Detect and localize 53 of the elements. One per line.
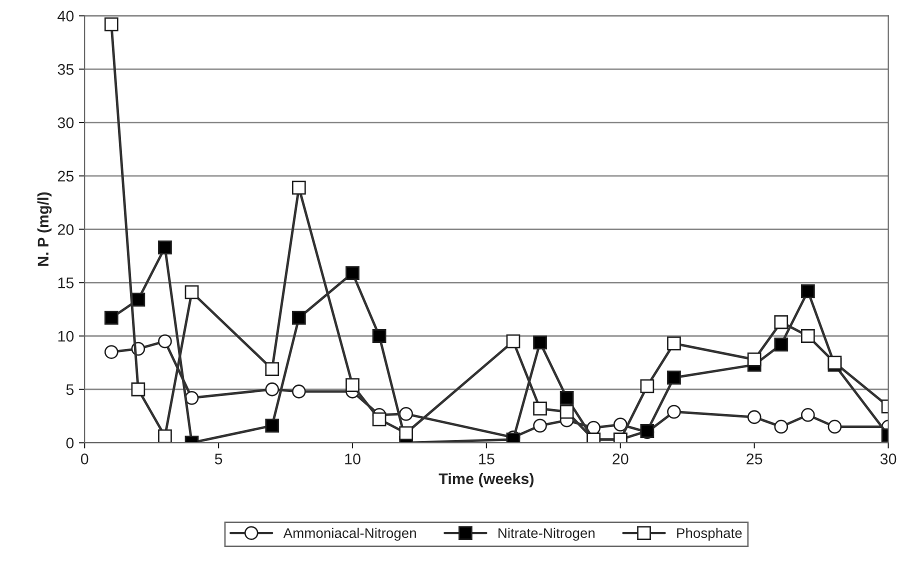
x-tick-label: 5	[214, 454, 222, 464]
point	[372, 329, 386, 343]
y-tick-label: 25	[58, 170, 74, 182]
point	[158, 240, 172, 254]
y-tick-label: 35	[58, 64, 74, 75]
x-tick-label: 30	[880, 454, 896, 464]
y-tick-label: 10	[58, 330, 74, 342]
point	[747, 410, 762, 424]
y-tick-label: 20	[58, 224, 74, 235]
point	[372, 412, 386, 426]
point	[265, 382, 280, 396]
x-tick-label: 15	[479, 454, 494, 464]
point	[800, 329, 815, 343]
point	[667, 336, 681, 350]
legend-label: Nitrate-Nitrogen	[498, 528, 595, 541]
x-tick-label: 10	[345, 454, 360, 464]
point	[747, 352, 762, 366]
y-tick-label: 0	[66, 438, 74, 448]
point	[104, 17, 118, 32]
point	[667, 370, 681, 385]
y-tick-label: 30	[58, 117, 74, 128]
point	[292, 180, 306, 195]
point	[346, 266, 360, 280]
point	[265, 362, 280, 376]
legend-label: Phosphate	[677, 528, 742, 541]
x-tick-label: 0	[80, 454, 88, 464]
point	[506, 334, 520, 348]
point	[399, 426, 414, 440]
point	[800, 408, 815, 422]
point	[774, 315, 788, 330]
x-tick-label: 20	[612, 454, 628, 464]
point	[265, 418, 280, 433]
point	[533, 402, 547, 416]
y-axis-title: N. P (mg/l)	[37, 192, 52, 266]
point	[346, 378, 360, 392]
point	[184, 285, 199, 300]
y-tick-label: 5	[66, 384, 74, 396]
point	[158, 334, 172, 348]
y-tick-label: 15	[58, 278, 74, 288]
point	[774, 338, 788, 352]
point	[800, 284, 815, 298]
point	[292, 310, 306, 325]
point	[131, 382, 146, 396]
legend-label: Ammoniacal-Nitrogen	[283, 528, 416, 541]
x-tick-label: 25	[746, 454, 762, 464]
point	[560, 390, 574, 405]
point	[640, 379, 654, 394]
x-axis-title: Time (weeks)	[438, 472, 534, 488]
point	[560, 404, 574, 419]
point	[292, 384, 306, 398]
point	[533, 335, 547, 350]
point	[104, 310, 118, 325]
y-tick-label: 40	[58, 10, 74, 22]
